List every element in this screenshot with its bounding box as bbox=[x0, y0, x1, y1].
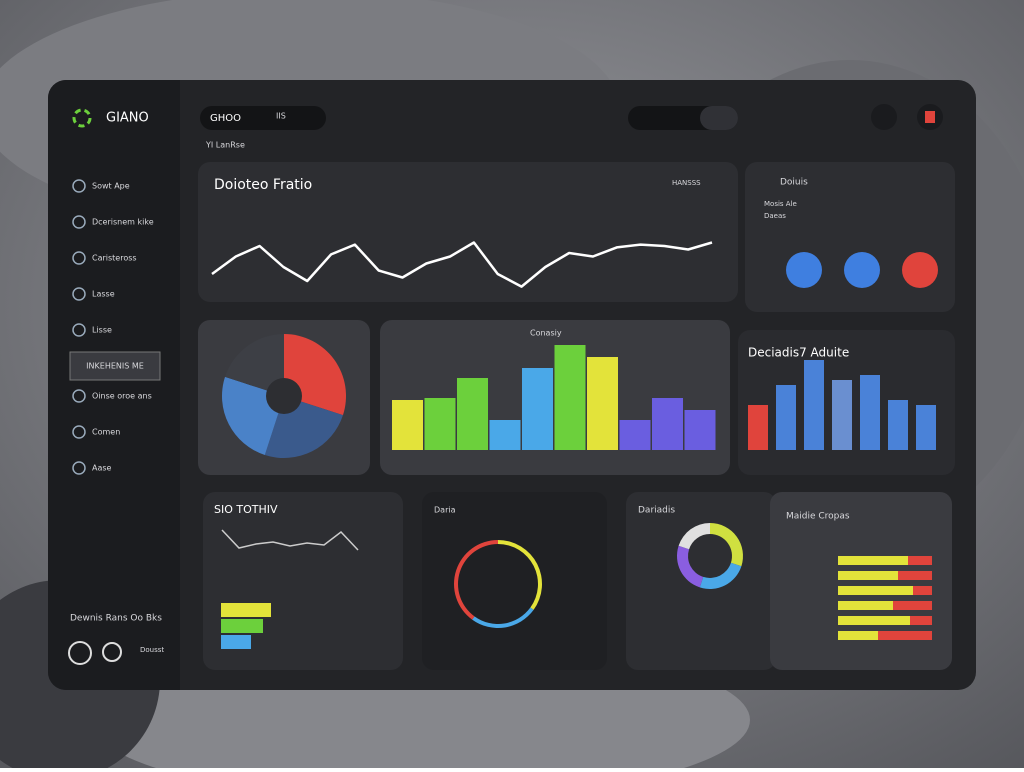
bar-track bbox=[838, 631, 932, 640]
icon-button[interactable] bbox=[871, 104, 897, 130]
nav-icon bbox=[72, 287, 86, 301]
bar bbox=[554, 345, 586, 450]
subtitle: YI LanRse bbox=[205, 141, 245, 150]
bar bbox=[838, 571, 898, 580]
nav-icon bbox=[72, 323, 86, 337]
card-title: Doioteo Fratio bbox=[214, 177, 312, 193]
bar bbox=[838, 556, 908, 565]
card-title: Dariadis bbox=[638, 506, 675, 516]
line-series bbox=[211, 241, 713, 288]
bar bbox=[838, 631, 878, 640]
search-text: GHOO bbox=[210, 113, 241, 124]
pie-hub bbox=[266, 378, 302, 414]
bar bbox=[221, 635, 251, 649]
bar bbox=[221, 619, 263, 633]
bar bbox=[888, 400, 908, 450]
nav-item[interactable]: Oinse oroe ans bbox=[92, 392, 152, 401]
sidebar-footer: Dewnis Rans Oo Bks bbox=[70, 614, 162, 624]
alert-icon bbox=[925, 111, 935, 123]
slice bbox=[472, 607, 534, 628]
bar bbox=[776, 385, 796, 450]
bar bbox=[684, 410, 716, 450]
bar bbox=[619, 420, 651, 450]
row-label: Mosis Ale bbox=[764, 200, 797, 208]
bar bbox=[838, 601, 893, 610]
card bbox=[745, 162, 955, 312]
bar bbox=[652, 398, 683, 450]
nav-icon bbox=[72, 251, 86, 265]
nav-item[interactable]: Comen bbox=[92, 428, 120, 437]
legend: HANSSS bbox=[672, 179, 701, 187]
bar bbox=[587, 357, 618, 450]
card-title: Maidie Cropas bbox=[786, 512, 850, 522]
bar bbox=[916, 405, 936, 450]
card-title: Deciadis7 Aduite bbox=[748, 346, 849, 360]
action-button[interactable] bbox=[844, 252, 880, 288]
brand: GIANO bbox=[106, 111, 149, 126]
slice bbox=[677, 545, 704, 588]
bar bbox=[838, 586, 913, 595]
card-title: Daria bbox=[434, 506, 456, 515]
logo bbox=[72, 108, 92, 128]
badge-text: INKEHENIS ME bbox=[86, 362, 144, 371]
card bbox=[422, 492, 607, 670]
card-title: SIO TOTHIV bbox=[214, 503, 278, 516]
card-title: Doiuis bbox=[780, 178, 808, 188]
slice bbox=[710, 523, 743, 567]
bar bbox=[424, 398, 456, 450]
nav-icon bbox=[72, 389, 86, 403]
nav-item[interactable]: Lasse bbox=[92, 290, 115, 299]
slice bbox=[678, 523, 710, 550]
nav-item[interactable]: Dcerisnem kike bbox=[92, 218, 154, 227]
badge[interactable] bbox=[69, 351, 161, 381]
slice bbox=[498, 540, 542, 610]
bar bbox=[838, 616, 910, 625]
nav-icon bbox=[72, 215, 86, 229]
card bbox=[198, 162, 738, 302]
toggle[interactable] bbox=[102, 642, 122, 662]
nav-item[interactable]: Caristeross bbox=[92, 254, 137, 263]
row-label: Daeas bbox=[764, 212, 786, 220]
action-button[interactable] bbox=[902, 252, 938, 288]
card bbox=[770, 492, 952, 670]
bar bbox=[221, 603, 271, 617]
footer-label: Dousst bbox=[140, 646, 164, 654]
bar bbox=[489, 420, 521, 450]
nav-item[interactable]: Aase bbox=[92, 464, 112, 473]
toggle-knob[interactable] bbox=[700, 106, 738, 130]
nav-item[interactable]: Sowt Ape bbox=[92, 182, 130, 191]
slice bbox=[454, 540, 498, 620]
bar bbox=[804, 360, 824, 450]
line-series bbox=[221, 529, 359, 551]
bar bbox=[748, 405, 768, 450]
toggle[interactable] bbox=[68, 641, 92, 665]
slice bbox=[225, 334, 284, 396]
search-box[interactable] bbox=[200, 106, 326, 130]
sidebar bbox=[48, 80, 180, 690]
action-button[interactable] bbox=[786, 252, 822, 288]
bar bbox=[457, 378, 488, 450]
nav-icon bbox=[72, 179, 86, 193]
bar bbox=[392, 400, 423, 450]
slice bbox=[699, 562, 742, 589]
bar bbox=[860, 375, 880, 450]
search-hint: IIS bbox=[276, 112, 286, 121]
nav-item[interactable]: Lisse bbox=[92, 326, 112, 335]
bar bbox=[832, 380, 852, 450]
card-title: Conasiy bbox=[530, 329, 562, 338]
nav-icon bbox=[72, 425, 86, 439]
bar bbox=[522, 368, 553, 450]
nav-icon bbox=[72, 461, 86, 475]
